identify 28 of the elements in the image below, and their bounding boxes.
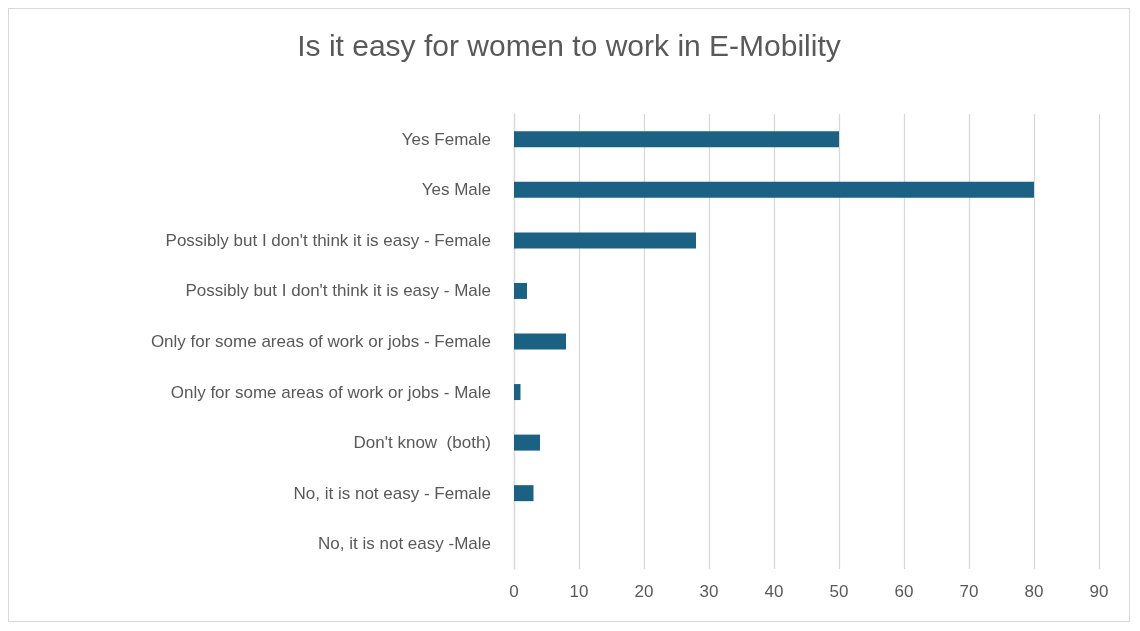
- x-tick-label: 20: [634, 582, 654, 601]
- x-tick-label: 40: [764, 582, 784, 601]
- y-tick-label: Yes Male: [421, 180, 491, 200]
- y-tick-label: Don't know (both): [353, 433, 491, 453]
- x-tick-label: 70: [959, 582, 979, 601]
- bar: [514, 131, 839, 148]
- chart-title: Is it easy for women to work in E-Mobility: [297, 28, 841, 62]
- y-tick-label: Yes Female: [401, 129, 491, 149]
- y-tick-label: Possibly but I don't think it is easy - Female: [165, 230, 491, 250]
- y-tick-label: Possibly but I don't think it is easy - Male: [185, 281, 491, 301]
- x-tick-label: 90: [1089, 582, 1109, 601]
- y-tick-label: No, it is not easy - Female: [293, 483, 491, 503]
- y-tick-label: Only for some areas of work or jobs - Female: [150, 332, 491, 351]
- bar: [514, 232, 696, 249]
- bar: [514, 485, 534, 502]
- bar: [514, 434, 540, 451]
- x-tick-label: 30: [699, 582, 719, 601]
- y-tick-label: Only for some areas of work or jobs - Male: [170, 382, 491, 402]
- bar: [514, 384, 521, 401]
- x-tick-label: 60: [894, 582, 914, 601]
- bar: [514, 282, 527, 299]
- bar: [514, 333, 566, 350]
- x-tick-label: 0: [509, 582, 519, 601]
- x-tick-label: 10: [569, 582, 589, 601]
- y-tick-label: No, it is not easy -Male: [318, 534, 491, 554]
- x-tick-label: 80: [1024, 582, 1044, 601]
- x-tick-label: 50: [829, 582, 849, 601]
- bar: [514, 181, 1034, 198]
